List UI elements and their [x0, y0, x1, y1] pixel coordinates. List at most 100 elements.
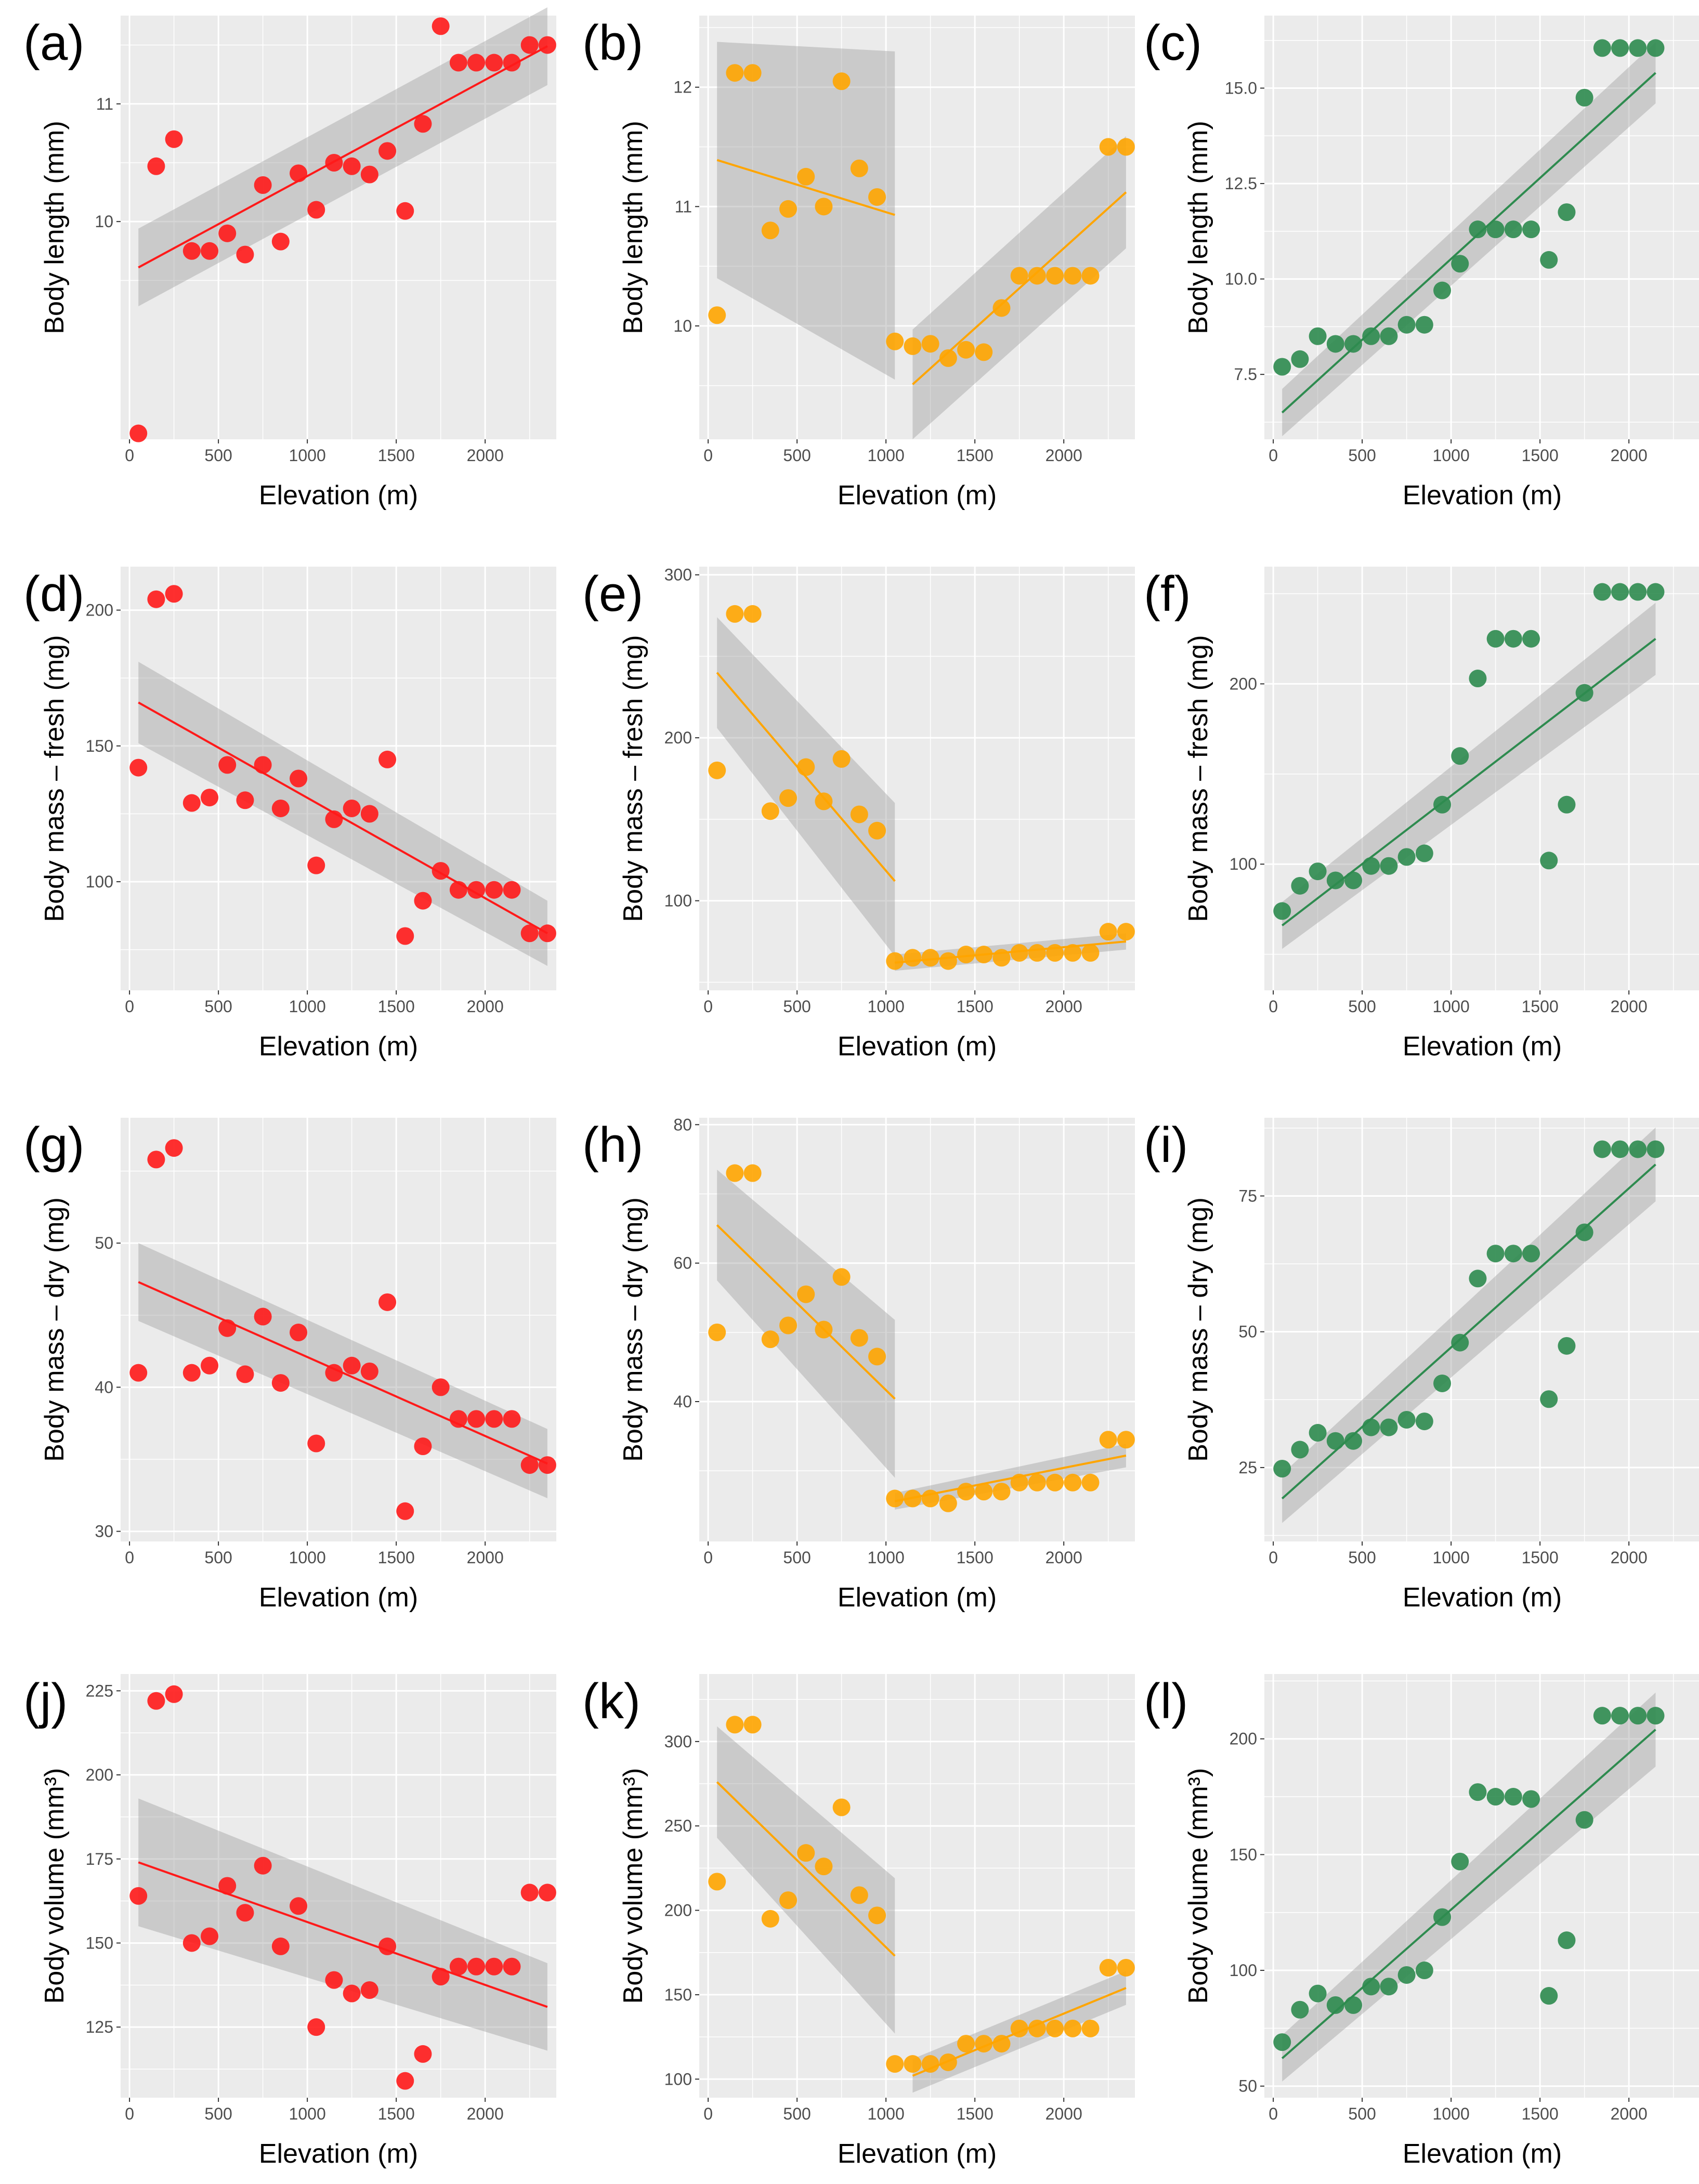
- data-point: [797, 1844, 815, 1862]
- panel-f: (f) 0 500 1000 1500 2000 100 200 Elevation (m) Bo…: [1144, 566, 1699, 1062]
- y-tick-label: 11: [675, 197, 692, 216]
- data-point: [414, 1437, 432, 1456]
- data-point: [1415, 1413, 1433, 1431]
- data-point: [939, 952, 957, 970]
- regression-line: [716, 672, 896, 882]
- regression-line: [716, 1224, 896, 1400]
- data-point: [467, 881, 486, 899]
- data-point: [726, 1716, 744, 1734]
- data-point: [1380, 1978, 1398, 1996]
- plot-background: [699, 567, 1135, 990]
- data-point: [343, 157, 361, 175]
- data-point: [1046, 1473, 1064, 1492]
- data-point: [850, 805, 868, 823]
- data-point: [1611, 1140, 1629, 1158]
- data-point: [1010, 267, 1028, 285]
- data-point: [1028, 944, 1046, 962]
- data-point: [797, 167, 815, 186]
- data-point: [939, 349, 957, 367]
- x-tick-label: 1000: [868, 2104, 905, 2123]
- x-tick-label: 500: [204, 1548, 232, 1567]
- x-tick-label: 500: [783, 997, 811, 1016]
- x-tick-label: 1000: [289, 2104, 326, 2123]
- x-axis-title: Elevation (m): [838, 1583, 997, 1613]
- data-point: [1540, 852, 1558, 870]
- y-tick-label: 150: [86, 1933, 113, 1952]
- y-tick-label: 40: [95, 1378, 113, 1396]
- x-tick-label: 500: [783, 446, 811, 465]
- data-point: [182, 1364, 201, 1382]
- data-point: [1611, 1707, 1629, 1725]
- data-point: [1046, 267, 1064, 285]
- data-point: [1486, 220, 1505, 239]
- panel-l: (l) 0 500 1000 1500 2000 50 100 150 200 Elevation …: [1144, 1673, 1699, 2169]
- confidence-band: [717, 617, 895, 957]
- data-point: [1504, 630, 1522, 648]
- data-point: [1344, 1432, 1363, 1450]
- data-point: [1397, 316, 1416, 334]
- data-point: [236, 1365, 254, 1383]
- data-point: [432, 1968, 450, 1986]
- data-point: [396, 927, 414, 945]
- y-axis-title: Body volume (mm³): [1183, 1768, 1213, 2004]
- data-point: [904, 2055, 922, 2073]
- data-point: [1397, 848, 1416, 866]
- data-point: [1504, 1245, 1522, 1263]
- y-tick-label: 25: [1238, 1458, 1257, 1477]
- data-point: [218, 756, 237, 774]
- data-point: [165, 1139, 183, 1157]
- data-point: [957, 946, 975, 964]
- regression-line: [894, 1454, 1127, 1502]
- data-point: [485, 1957, 503, 1976]
- data-point: [868, 188, 886, 206]
- x-axis-title: Elevation (m): [838, 480, 997, 511]
- y-tick-label: 60: [673, 1254, 692, 1273]
- data-point: [485, 54, 503, 72]
- x-tick-label: 1500: [1522, 2104, 1559, 2123]
- data-point: [743, 1716, 762, 1734]
- y-tick-label: 125: [86, 2018, 113, 2036]
- data-point: [975, 343, 993, 361]
- x-tick-label: 500: [1348, 997, 1376, 1016]
- y-tick-label: 10.0: [1225, 270, 1257, 289]
- data-point: [1309, 1984, 1327, 2003]
- data-point: [1575, 88, 1593, 107]
- x-tick-label: 0: [1269, 2104, 1278, 2123]
- data-point: [165, 585, 183, 603]
- y-axis-title: Body mass – fresh (mg): [618, 635, 648, 922]
- x-tick-label: 500: [204, 446, 232, 465]
- panel-letter: (j): [23, 1673, 68, 1729]
- regression-line: [138, 1861, 548, 2008]
- data-point: [1273, 358, 1291, 376]
- y-axis-title: Body mass – fresh (mg): [40, 635, 70, 922]
- data-point: [1081, 1473, 1100, 1492]
- data-point: [129, 1887, 148, 1905]
- data-point: [1309, 1424, 1327, 1442]
- y-tick-label: 200: [664, 1901, 692, 1920]
- data-point: [761, 1910, 779, 1928]
- regression-line: [1281, 638, 1656, 926]
- y-tick-label: 100: [86, 872, 113, 891]
- data-point: [1362, 327, 1380, 345]
- data-point: [271, 799, 290, 817]
- data-point: [1380, 327, 1398, 345]
- data-point: [1046, 2019, 1064, 2037]
- panel-letter: (h): [582, 1117, 643, 1173]
- y-tick-label: 200: [664, 728, 692, 747]
- data-point: [538, 1884, 556, 1902]
- x-tick-label: 0: [1269, 1548, 1278, 1567]
- data-point: [939, 1494, 957, 1512]
- data-point: [1522, 1245, 1540, 1263]
- y-axis-title: Body volume (mm³): [40, 1768, 70, 2004]
- data-point: [414, 115, 432, 133]
- data-point: [921, 949, 939, 967]
- data-point: [779, 1891, 798, 1910]
- data-point: [129, 1364, 148, 1382]
- data-point: [832, 72, 851, 90]
- data-point: [307, 1434, 325, 1453]
- data-point: [1486, 630, 1505, 648]
- data-point: [1558, 795, 1576, 814]
- data-point: [1558, 1931, 1576, 1950]
- y-tick-label: 150: [1230, 1845, 1257, 1864]
- data-point: [520, 924, 539, 943]
